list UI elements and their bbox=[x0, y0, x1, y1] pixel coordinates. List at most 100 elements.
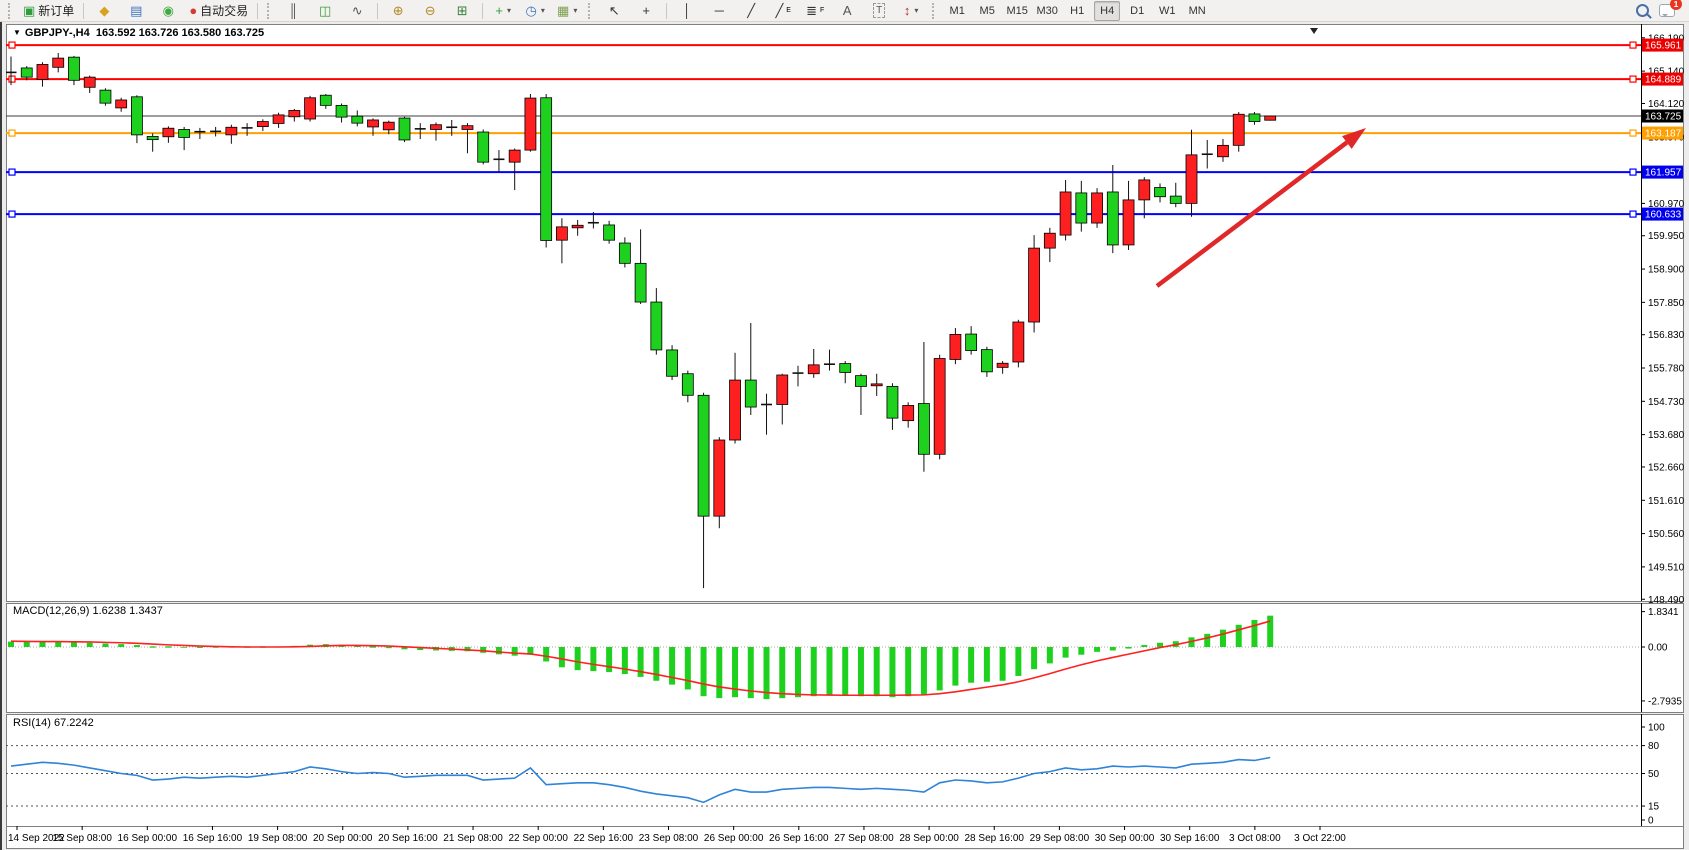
line-chart-button[interactable]: ∿ bbox=[342, 0, 372, 22]
svg-text:1.8341: 1.8341 bbox=[1648, 607, 1679, 618]
fibonacci-button[interactable]: ≣ F bbox=[800, 0, 830, 22]
periods-button[interactable]: ◷ ▾ bbox=[520, 0, 550, 22]
zoom-out-icon: ⊖ bbox=[424, 3, 436, 18]
crosshair-icon: + bbox=[642, 3, 650, 18]
trendline-button[interactable]: ╱ bbox=[736, 0, 766, 22]
svg-text:148.490: 148.490 bbox=[1648, 595, 1684, 606]
svg-text:0: 0 bbox=[1648, 816, 1654, 827]
svg-text:15 Sep 08:00: 15 Sep 08:00 bbox=[52, 833, 112, 844]
chevron-down-icon: ▾ bbox=[914, 6, 919, 15]
autotrading-button[interactable]: ● 自动交易 bbox=[185, 0, 252, 22]
svg-text:30 Sep 00:00: 30 Sep 00:00 bbox=[1095, 833, 1155, 844]
price-axis: 166.190165.140164.120163.070160.970159.9… bbox=[1641, 33, 1684, 606]
macd-indicator-label: MACD(12,26,9) 1.6238 1.3437 bbox=[13, 605, 163, 617]
bar-chart-button[interactable]: ║ bbox=[278, 0, 308, 22]
chevron-down-icon: ▾ bbox=[573, 6, 578, 15]
svg-text:160.970: 160.970 bbox=[1648, 199, 1684, 210]
text-button[interactable]: A bbox=[832, 0, 862, 22]
vertical-line-icon: │ bbox=[683, 3, 692, 18]
svg-text:3 Oct 08:00: 3 Oct 08:00 bbox=[1229, 833, 1281, 844]
svg-text:16 Sep 00:00: 16 Sep 00:00 bbox=[118, 833, 178, 844]
svg-text:161.957: 161.957 bbox=[1645, 168, 1682, 179]
chart-title[interactable]: ▼ GBPJPY-,H4 163.592 163.726 163.580 163.… bbox=[13, 27, 264, 39]
crosshair-button[interactable]: + bbox=[631, 0, 661, 22]
horizontal-line-objects[interactable] bbox=[6, 41, 1641, 218]
svg-text:159.950: 159.950 bbox=[1648, 231, 1684, 242]
shapes-button[interactable]: ↕ ▾ bbox=[896, 0, 926, 22]
svg-text:0.00: 0.00 bbox=[1648, 643, 1668, 654]
timeframe-m15-button[interactable]: M15 bbox=[1006, 4, 1028, 17]
trendline-icon: ╱ bbox=[747, 3, 756, 18]
rsi-panel: 100 80 50 15 0 bbox=[6, 723, 1665, 827]
svg-text:150.560: 150.560 bbox=[1648, 529, 1684, 540]
svg-text:153.680: 153.680 bbox=[1648, 430, 1684, 441]
tile-windows-button[interactable]: ⊞ bbox=[447, 0, 477, 22]
cursor-button[interactable]: ↖ bbox=[599, 0, 629, 22]
svg-text:22 Sep 00:00: 22 Sep 00:00 bbox=[508, 833, 568, 844]
svg-text:155.780: 155.780 bbox=[1648, 364, 1684, 375]
channel-button[interactable]: ╱ E bbox=[768, 0, 798, 22]
market-watch-button[interactable]: ▤ bbox=[121, 0, 151, 22]
timeframe-h1-button[interactable]: H1 bbox=[1070, 4, 1085, 17]
label-icon: T bbox=[873, 3, 886, 18]
bar-chart-icon: ║ bbox=[288, 3, 298, 18]
toolbar-separator bbox=[83, 2, 85, 19]
main-pane[interactable] bbox=[6, 24, 1684, 602]
candlestick-chart-button[interactable]: ◫ bbox=[310, 0, 340, 22]
horizontal-line-button[interactable]: ─ bbox=[704, 0, 734, 22]
signals-button[interactable]: ◉ bbox=[153, 0, 183, 22]
timeframe-h4-button[interactable]: H4 bbox=[1094, 0, 1121, 21]
fibonacci-button-sub: F bbox=[820, 7, 825, 14]
search-icon[interactable] bbox=[1636, 4, 1649, 17]
vertical-line-button[interactable]: │ bbox=[672, 0, 702, 22]
text-icon: A bbox=[842, 3, 852, 18]
svg-text:154.730: 154.730 bbox=[1648, 397, 1684, 408]
timeframe-w1-button[interactable]: W1 bbox=[1158, 4, 1176, 17]
svg-text:22 Sep 16:00: 22 Sep 16:00 bbox=[574, 833, 634, 844]
rsi-pane[interactable] bbox=[6, 714, 1684, 827]
svg-text:156.830: 156.830 bbox=[1648, 330, 1684, 341]
chart-ohlc-values: 163.592 163.726 163.580 163.725 bbox=[95, 27, 265, 39]
metaeditor-button[interactable]: ◆ bbox=[89, 0, 119, 22]
zoom-out-button[interactable]: ⊖ bbox=[415, 0, 445, 22]
indicators-button[interactable]: + ▾ bbox=[488, 0, 518, 22]
svg-text:14 Sep 2022: 14 Sep 2022 bbox=[8, 833, 65, 844]
svg-text:164.889: 164.889 bbox=[1645, 75, 1682, 86]
chart-area[interactable]: 166.190165.140164.120163.070160.970159.9… bbox=[6, 24, 1684, 850]
zoom-in-button[interactable]: ⊕ bbox=[383, 0, 413, 22]
timeframe-m1-button[interactable]: M1 bbox=[949, 4, 965, 17]
macd-panel: 1.8341 0.00 -2.7935 bbox=[6, 607, 1682, 707]
shapes-icon: ↕ bbox=[903, 3, 911, 18]
toolbar-separator bbox=[482, 2, 484, 19]
autotrading-icon: ● bbox=[189, 3, 198, 18]
trend-arrow-annotation[interactable] bbox=[1155, 128, 1366, 288]
svg-text:160.633: 160.633 bbox=[1645, 210, 1682, 221]
svg-text:80: 80 bbox=[1648, 741, 1660, 752]
horizontal-line-icon: ─ bbox=[714, 3, 724, 18]
cursor-icon: ↖ bbox=[608, 3, 620, 18]
timeframe-mn-button[interactable]: MN bbox=[1188, 4, 1206, 17]
toolbar-grip bbox=[8, 2, 13, 19]
label-button[interactable]: T bbox=[864, 0, 894, 22]
svg-text:21 Sep 08:00: 21 Sep 08:00 bbox=[443, 833, 503, 844]
chart-symbol-period: GBPJPY-,H4 bbox=[24, 27, 90, 39]
chart-dropdown-icon[interactable]: ▼ bbox=[13, 28, 21, 37]
chart-shift-marker[interactable] bbox=[1310, 28, 1318, 34]
timeframe-m30-button[interactable]: M30 bbox=[1036, 4, 1058, 17]
svg-text:26 Sep 00:00: 26 Sep 00:00 bbox=[704, 833, 764, 844]
notification-count-badge: 1 bbox=[1670, 0, 1682, 10]
svg-text:28 Sep 00:00: 28 Sep 00:00 bbox=[899, 833, 959, 844]
templates-button[interactable]: ▦ ▾ bbox=[552, 0, 582, 22]
svg-text:165.961: 165.961 bbox=[1645, 41, 1682, 52]
timeframe-d1-button[interactable]: D1 bbox=[1130, 4, 1145, 17]
new-order-button[interactable]: ▣ 新订单 bbox=[19, 0, 78, 22]
svg-text:149.510: 149.510 bbox=[1648, 562, 1684, 573]
svg-text:50: 50 bbox=[1648, 769, 1660, 780]
timeframe-m5-button[interactable]: M5 bbox=[979, 4, 995, 17]
svg-text:19 Sep 08:00: 19 Sep 08:00 bbox=[248, 833, 308, 844]
new-order-button-label: 新订单 bbox=[38, 4, 75, 18]
candlestick-series bbox=[6, 53, 1277, 589]
templates-icon: ▦ bbox=[557, 3, 570, 18]
svg-text:163.187: 163.187 bbox=[1645, 129, 1682, 140]
